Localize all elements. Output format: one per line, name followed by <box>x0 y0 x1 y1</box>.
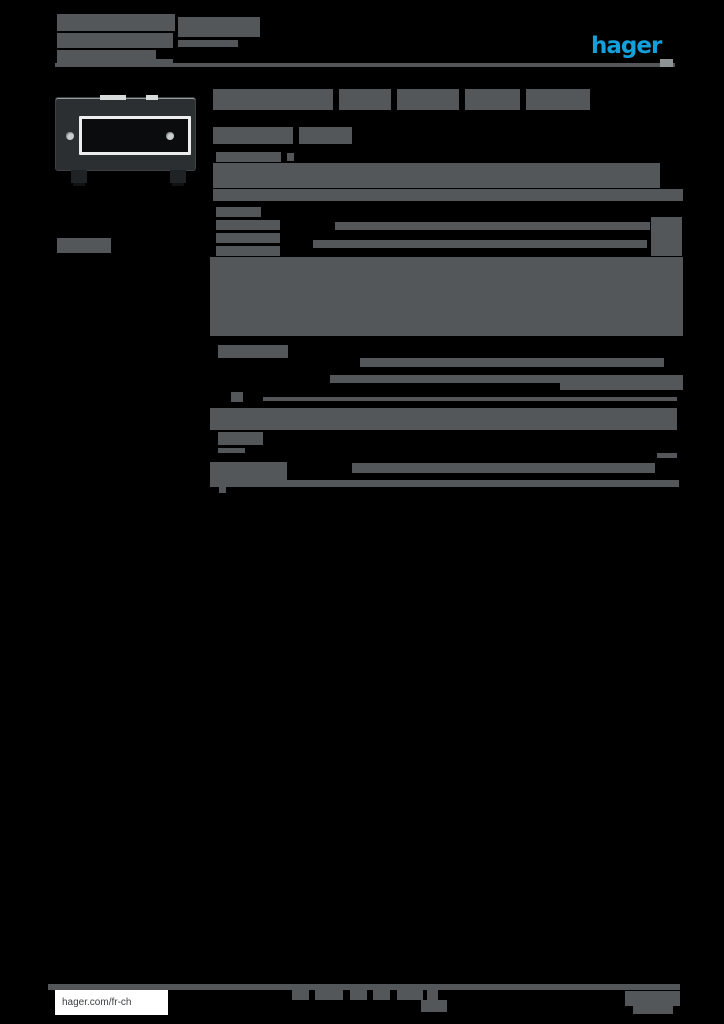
redacted-row6-value <box>330 375 560 383</box>
redacted-paragraph1-lower <box>213 189 683 201</box>
redacted-header-line3 <box>57 50 156 59</box>
redacted-header-line2 <box>57 33 173 48</box>
redacted-footer-mid-2 <box>315 988 343 1000</box>
redacted-title-word-2 <box>339 89 391 110</box>
hager-logo: hager <box>591 33 662 59</box>
redacted-small-label <box>218 432 263 445</box>
redacted-row7-tail <box>219 487 226 493</box>
redacted-spec-right-values <box>651 217 682 256</box>
product-photo-mounting-frame <box>55 92 197 192</box>
redacted-title-word-1 <box>213 89 333 110</box>
frame-claw-left <box>71 170 87 183</box>
redacted-header-line1-a <box>57 14 175 31</box>
redacted-footer-rule <box>48 984 680 990</box>
redacted-spec-value-line-2 <box>335 222 650 230</box>
redacted-footer-mid-5 <box>397 988 423 1000</box>
redacted-footer-mid-3 <box>350 988 367 1000</box>
redacted-title-word-4 <box>465 89 520 110</box>
redacted-spec-label-3 <box>216 233 280 243</box>
hager-website-link[interactable]: hager.com/fr-ch <box>62 997 132 1008</box>
redacted-title-word-3 <box>397 89 459 110</box>
redacted-footer-right-lower <box>633 1006 673 1014</box>
footer-website-box: hager.com/fr-ch <box>55 990 168 1015</box>
redacted-footer-mid-descender <box>421 1000 447 1012</box>
redacted-spec-label-4 <box>216 246 280 256</box>
redacted-footer-right-upper <box>625 991 680 1006</box>
frame-top-tab-right <box>146 95 158 100</box>
redacted-paragraph1-upper <box>213 163 660 188</box>
redacted-row7-value <box>352 463 655 473</box>
redacted-footer-mid-6 <box>427 988 438 1000</box>
redacted-logo-gray-mark <box>660 59 673 67</box>
screw-icon <box>66 132 74 140</box>
redacted-header-line1-b <box>178 17 260 37</box>
frame-window-opening <box>79 116 191 155</box>
redacted-list-bullet <box>231 392 243 402</box>
redacted-spec-value-line-3 <box>313 240 647 248</box>
redacted-title-line2-b <box>299 127 352 144</box>
redacted-paragraph3 <box>210 408 677 430</box>
redacted-spec-label-1 <box>216 207 261 217</box>
frame-claw-right <box>170 170 186 183</box>
redacted-title-word-5 <box>526 89 590 110</box>
redacted-section-heading <box>216 152 281 162</box>
screw-icon <box>166 132 174 140</box>
redacted-image-caption <box>57 238 111 253</box>
redacted-paragraph2 <box>210 257 683 336</box>
redacted-right-small-value <box>657 453 677 458</box>
redacted-title-line2-a <box>213 127 293 144</box>
redacted-spec-label-2 <box>216 220 280 230</box>
redacted-footer-mid-4 <box>373 988 390 1000</box>
frame-claw-shadow <box>172 183 184 186</box>
redacted-header-rule <box>55 63 675 67</box>
redacted-row6-right-value <box>560 375 683 390</box>
redacted-row5-value <box>360 358 664 367</box>
redacted-list-rule <box>263 397 677 401</box>
frame-top-tab-left <box>100 95 126 100</box>
redacted-header-line2-small <box>178 40 238 47</box>
redacted-section-heading-tail <box>287 153 294 161</box>
redacted-footer-mid-1 <box>292 988 309 1000</box>
redacted-row7-label <box>210 462 287 483</box>
redacted-small-label-2 <box>218 448 245 453</box>
redacted-row7-bottom-line <box>210 480 679 487</box>
frame-claw-shadow <box>73 183 85 186</box>
redacted-row5-label <box>218 345 288 358</box>
